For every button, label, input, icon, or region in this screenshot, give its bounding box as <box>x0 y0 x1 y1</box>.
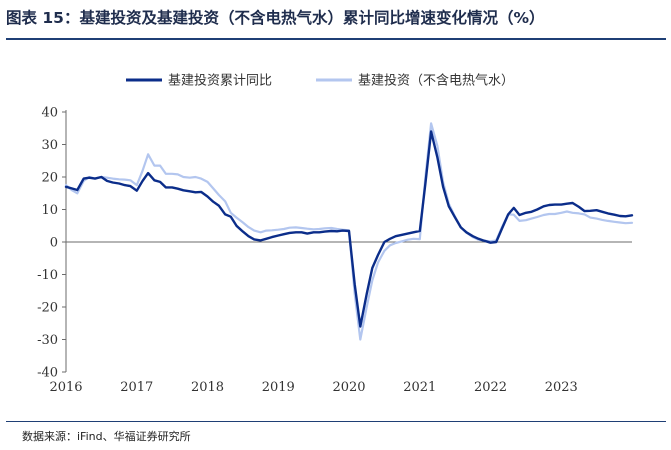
y-tick-label: 40 <box>41 106 58 121</box>
legend-label-2: 基建投资（不含电热气水） <box>358 73 514 89</box>
y-tick-label: 0 <box>50 236 58 251</box>
x-tick-label: 2023 <box>545 380 578 395</box>
x-tick-label: 2021 <box>403 380 436 395</box>
x-tick-label: 2017 <box>120 380 153 395</box>
x-tick-label: 2020 <box>332 380 365 395</box>
x-tick-label: 2018 <box>191 380 224 395</box>
y-tick-label: -30 <box>37 333 58 348</box>
legend-label-1: 基建投资累计同比 <box>168 73 272 89</box>
y-tick-label: -20 <box>37 301 58 316</box>
title-divider <box>6 38 666 40</box>
chart-title: 图表 15：基建投资及基建投资（不含电热气水）累计同比增速变化情况（%） <box>6 9 545 27</box>
source-divider <box>6 421 666 422</box>
data-source: 数据来源：iFind、华福证券研究所 <box>22 430 191 443</box>
y-tick-label: 20 <box>41 171 58 186</box>
x-tick-label: 2022 <box>474 380 507 395</box>
series-line-1 <box>64 130 634 328</box>
y-tick-label: -10 <box>37 268 58 283</box>
y-tick-label: -40 <box>37 366 58 381</box>
x-tick-label: 2019 <box>262 380 295 395</box>
y-tick-label: 10 <box>41 203 58 218</box>
x-tick-label: 2016 <box>49 380 82 395</box>
y-tick-label: 30 <box>41 138 58 153</box>
